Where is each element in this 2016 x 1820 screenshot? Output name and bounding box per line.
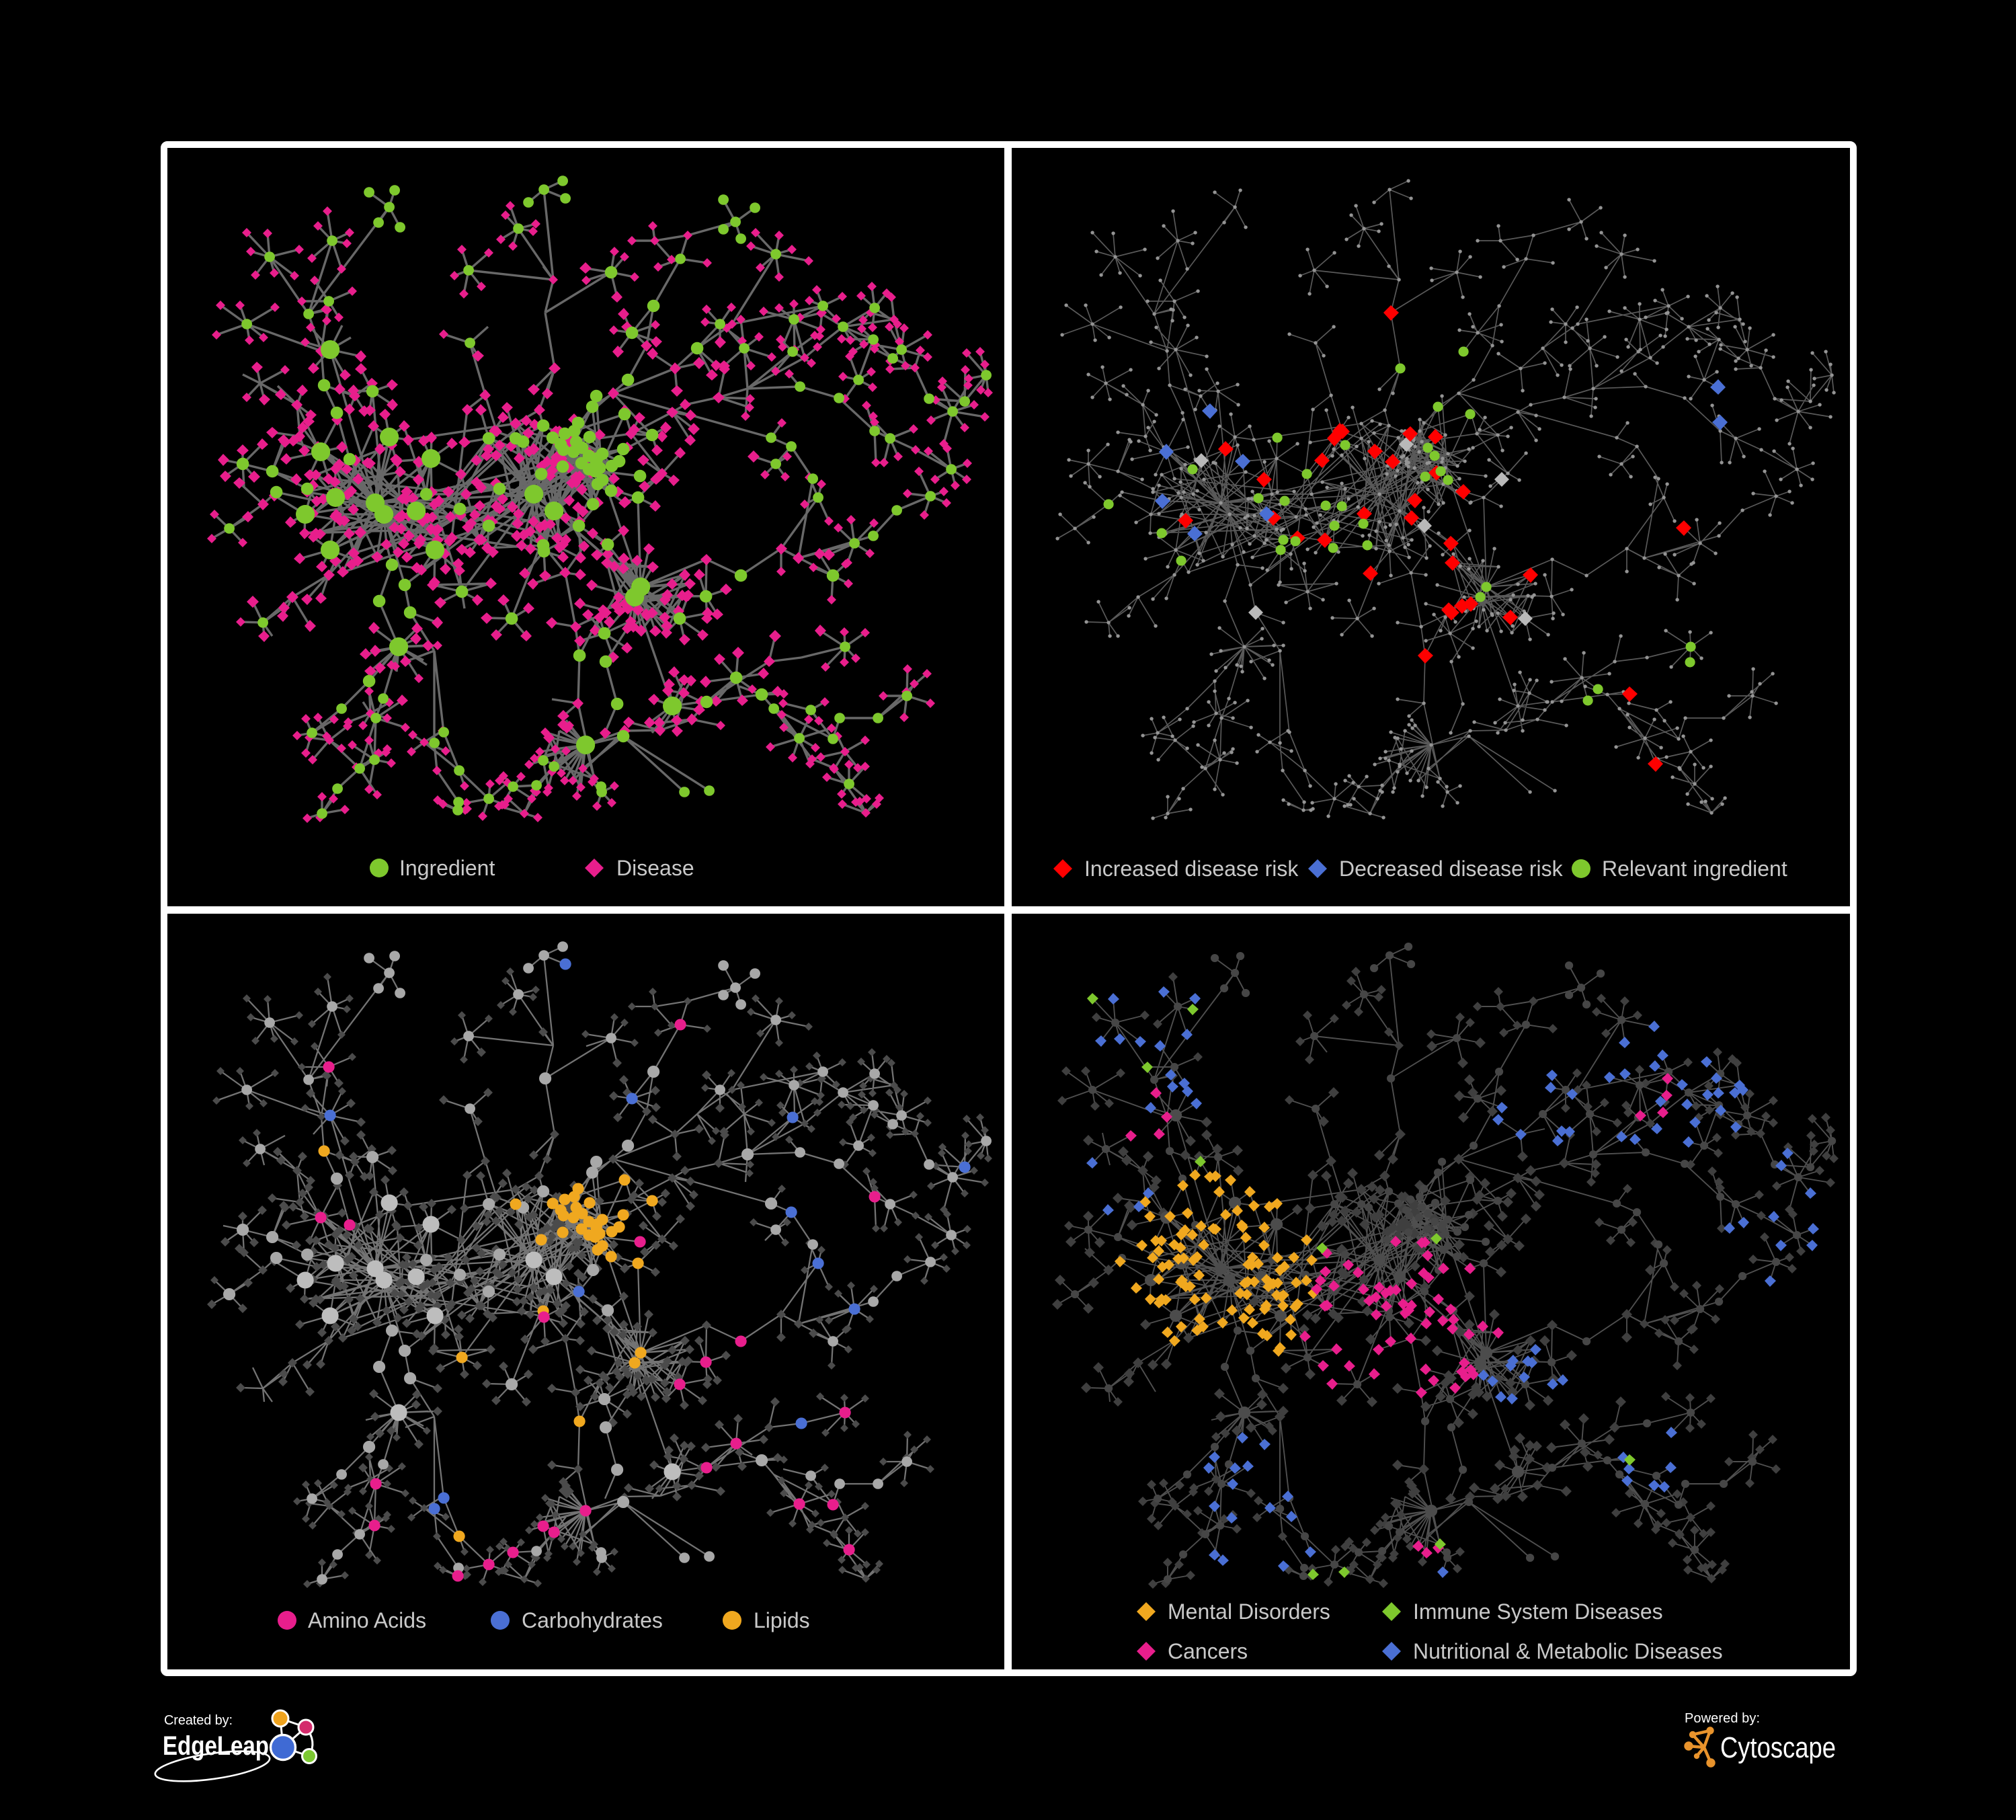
svg-text:Immune System Diseases: Immune System Diseases bbox=[1413, 1599, 1663, 1624]
svg-text:Relevant ingredient: Relevant ingredient bbox=[1602, 857, 1787, 881]
svg-text:Mental Disorders: Mental Disorders bbox=[1168, 1599, 1330, 1624]
svg-text:Disease: Disease bbox=[616, 856, 694, 880]
svg-text:Carbohydrates: Carbohydrates bbox=[522, 1608, 663, 1632]
svg-text:Decreased disease risk: Decreased disease risk bbox=[1339, 857, 1564, 881]
svg-text:Increased disease risk: Increased disease risk bbox=[1084, 857, 1299, 881]
svg-text:EdgeLeap: EdgeLeap bbox=[163, 1731, 269, 1761]
svg-text:Powered by:: Powered by: bbox=[1685, 1711, 1760, 1726]
svg-text:Cytoscape: Cytoscape bbox=[1720, 1731, 1836, 1764]
svg-text:Cancers: Cancers bbox=[1168, 1639, 1248, 1663]
svg-text:Created by:: Created by: bbox=[164, 1713, 233, 1728]
svg-text:Nutritional & Metabolic Diseas: Nutritional & Metabolic Diseases bbox=[1413, 1639, 1723, 1663]
svg-text:Ingredient: Ingredient bbox=[399, 856, 495, 880]
svg-text:Amino Acids: Amino Acids bbox=[308, 1608, 426, 1632]
svg-text:Lipids: Lipids bbox=[754, 1608, 810, 1632]
